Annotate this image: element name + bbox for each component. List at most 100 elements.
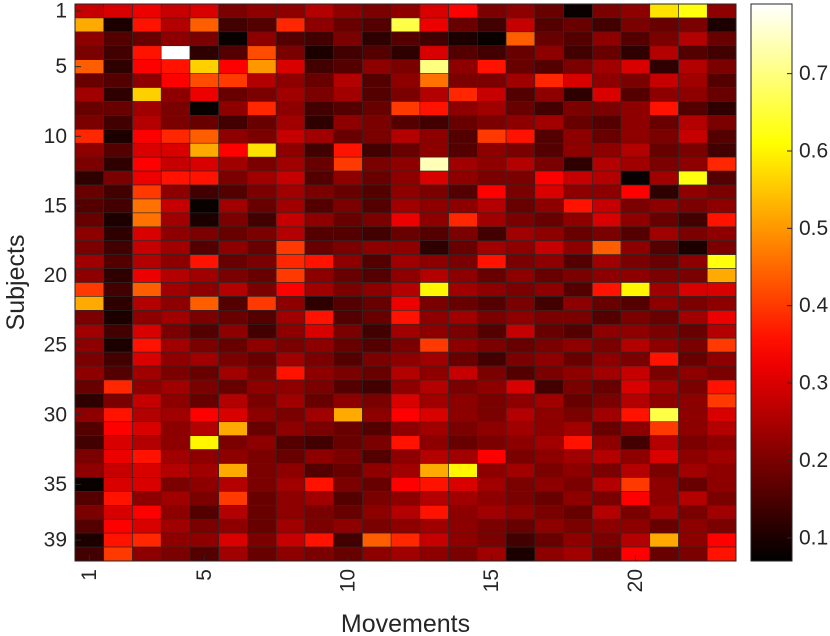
- colorbar: 0.1 0.2 0.3 0.4 0.5 0.6 0.7: [750, 3, 829, 562]
- heatmap-cell: [333, 463, 363, 478]
- heatmap-cell: [591, 31, 622, 47]
- heatmap-cell: [275, 115, 306, 130]
- heatmap-cell: [706, 421, 737, 436]
- heatmap-cell: [275, 449, 306, 464]
- heatmap-cell: [304, 240, 334, 255]
- heatmap-cell: [362, 323, 392, 339]
- heatmap-cell: [706, 546, 737, 562]
- heatmap-cell: [362, 3, 392, 19]
- heatmap-cell: [534, 198, 564, 214]
- heatmap-cell: [103, 351, 133, 367]
- heatmap-cell: [534, 59, 564, 74]
- heatmap-cell: [218, 351, 248, 367]
- heatmap-cell: [706, 184, 737, 200]
- heatmap-cell: [419, 87, 449, 102]
- heatmap-cell: [591, 379, 622, 395]
- heatmap-cell: [160, 240, 191, 255]
- heatmap-cell: [591, 3, 622, 19]
- heatmap-cell: [678, 115, 708, 130]
- heatmap-cell: [218, 254, 248, 269]
- heatmap-cell: [304, 170, 334, 186]
- heatmap-cell: [591, 142, 622, 158]
- heatmap-cell: [189, 45, 220, 61]
- heatmap-cell: [534, 170, 564, 186]
- heatmap-cell: [505, 323, 536, 339]
- heatmap-cell: [362, 87, 392, 102]
- heatmap-cell: [678, 393, 708, 409]
- heatmap-cell: [304, 31, 334, 47]
- heatmap-cell: [74, 504, 105, 520]
- heatmap-cell: [534, 156, 564, 172]
- heatmap-cell: [103, 393, 133, 409]
- heatmap-cell: [419, 282, 449, 297]
- heatmap-cell: [103, 198, 133, 214]
- heatmap-cell: [275, 477, 306, 492]
- heatmap-cell: [304, 45, 334, 61]
- heatmap-cell: [678, 532, 708, 548]
- heatmap-cell: [247, 268, 277, 283]
- heatmap-cell: [247, 365, 277, 381]
- heatmap-cell: [419, 184, 449, 200]
- heatmap-cell: [160, 87, 191, 102]
- heatmap-cell: [160, 170, 191, 186]
- heatmap-cell: [706, 198, 737, 214]
- heatmap-cell: [706, 45, 737, 61]
- heatmap-cell: [390, 129, 421, 144]
- heatmap-cell: [247, 393, 277, 409]
- heatmap-cell: [304, 477, 334, 492]
- heatmap-cell: [333, 421, 363, 436]
- heatmap-cell: [362, 477, 392, 492]
- heatmap-cell: [448, 282, 478, 297]
- heatmap-cell: [563, 491, 593, 506]
- heatmap-cell: [333, 337, 363, 353]
- heatmap-cell: [103, 421, 133, 436]
- heatmap-cell: [74, 491, 105, 506]
- heatmap-cell: [333, 198, 363, 214]
- heatmap-cell: [362, 129, 392, 144]
- heatmap-cell: [74, 142, 105, 158]
- heatmap-cell: [448, 504, 478, 520]
- heatmap-cell: [160, 142, 191, 158]
- heatmap-cell: [247, 323, 277, 339]
- heatmap-cell: [189, 59, 220, 74]
- heatmap-cell: [448, 73, 478, 88]
- heatmap-cell: [448, 421, 478, 436]
- heatmap-cell: [247, 87, 277, 102]
- heatmap-cell: [505, 17, 536, 33]
- heatmap-cell: [563, 3, 593, 19]
- heatmap-cell: [103, 532, 133, 548]
- heatmap-cell: [189, 73, 220, 88]
- heatmap-cell: [534, 3, 564, 19]
- heatmap-cell: [620, 115, 651, 130]
- heatmap-cell: [563, 282, 593, 297]
- heatmap-cell: [678, 518, 708, 534]
- heatmap-cell: [132, 142, 162, 158]
- heatmap-cell: [132, 184, 162, 200]
- heatmap-cell: [505, 310, 536, 325]
- colorbar-tick-label: 0.3: [799, 372, 828, 395]
- heatmap-cell: [103, 449, 133, 464]
- heatmap-cell: [706, 435, 737, 450]
- heatmap-cell: [448, 45, 478, 61]
- heatmap-cell: [362, 435, 392, 450]
- heatmap-cell: [477, 59, 507, 74]
- heatmap-cell: [218, 449, 248, 464]
- heatmap-cell: [103, 73, 133, 88]
- heatmap-cell: [247, 421, 277, 436]
- heatmap-cell: [160, 268, 191, 283]
- heatmap-cell: [706, 449, 737, 464]
- heatmap-cell: [132, 504, 162, 520]
- heatmap-cell: [390, 115, 421, 130]
- heatmap-cell: [390, 17, 421, 33]
- heatmap-cell: [304, 142, 334, 158]
- heatmap-cell: [390, 393, 421, 409]
- heatmap-cell: [706, 393, 737, 409]
- heatmap-cell: [620, 504, 651, 520]
- heatmap-cell: [534, 129, 564, 144]
- heatmap-cell: [649, 421, 679, 436]
- heatmap-cell: [419, 477, 449, 492]
- heatmap-cell: [649, 142, 679, 158]
- heatmap-cell: [189, 310, 220, 325]
- heatmap-cell: [706, 226, 737, 242]
- heatmap-cell: [706, 504, 737, 520]
